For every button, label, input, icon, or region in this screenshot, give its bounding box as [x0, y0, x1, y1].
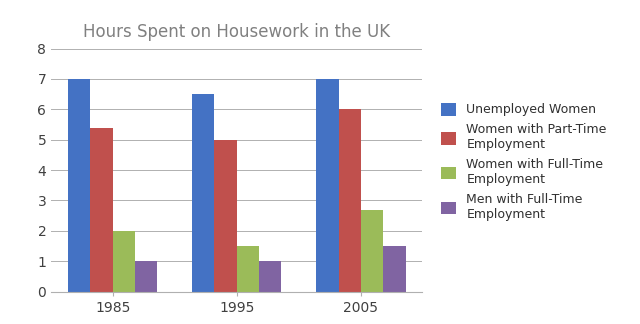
Bar [113, 231, 135, 292]
Bar [68, 79, 90, 292]
Legend: Unemployed Women, Women with Part-Time
Employment, Women with Full-Time
Employme: Unemployed Women, Women with Part-Time E… [442, 103, 607, 221]
Bar [214, 140, 237, 292]
Bar [339, 110, 361, 292]
Bar [361, 210, 383, 292]
Bar [135, 261, 157, 292]
Bar [90, 128, 113, 292]
Bar [383, 246, 406, 292]
Bar [259, 261, 282, 292]
Bar [237, 246, 259, 292]
Bar [316, 79, 339, 292]
Title: Hours Spent on Housework in the UK: Hours Spent on Housework in the UK [83, 23, 390, 41]
Bar [192, 94, 214, 292]
